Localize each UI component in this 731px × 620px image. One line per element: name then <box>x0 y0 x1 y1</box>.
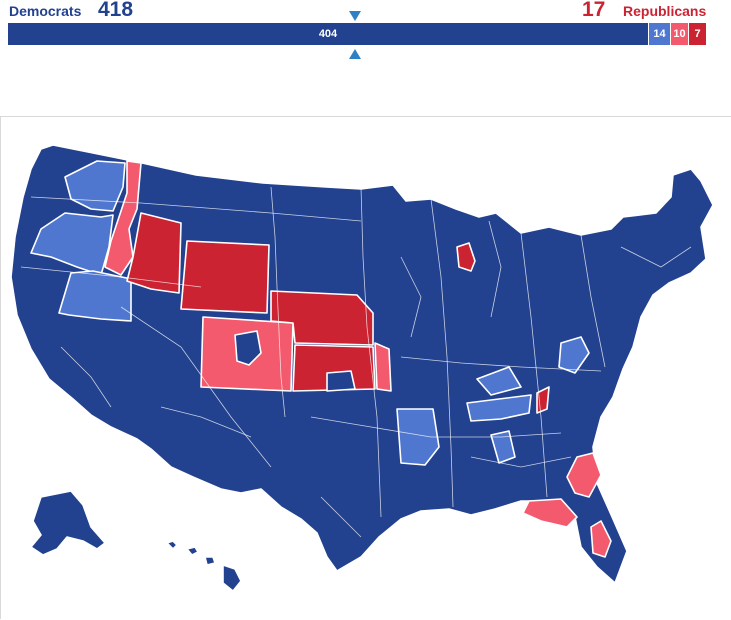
bar-segment-lean-rep[interactable]: 10 <box>670 23 688 45</box>
district-boundaries <box>20 186 692 538</box>
republicans-seat-count: 17 <box>582 0 606 21</box>
tennessee-region[interactable] <box>466 394 532 422</box>
seat-balance-bar: 404 14 10 7 <box>8 23 706 45</box>
florida-central-region[interactable] <box>590 520 612 558</box>
majority-marker-bottom-icon <box>349 49 361 59</box>
nebraska-region[interactable] <box>270 290 374 346</box>
republicans-label: Republicans <box>623 3 707 19</box>
idaho-west-region[interactable] <box>104 160 142 276</box>
bar-segment-lean-dem[interactable]: 14 <box>648 23 670 45</box>
district-map-panel <box>0 116 731 619</box>
wyoming-region[interactable] <box>180 240 270 314</box>
arkansas-region[interactable] <box>396 408 440 466</box>
hawaii-island-2[interactable] <box>186 546 199 556</box>
kentucky-region[interactable] <box>476 366 522 396</box>
kansas-wichita-district[interactable] <box>326 370 356 392</box>
kansas-east-strip[interactable] <box>374 342 392 392</box>
hawaii-island-4[interactable] <box>222 564 242 592</box>
idaho-montana-region[interactable] <box>126 212 182 294</box>
hawaii-island-1[interactable] <box>166 540 178 550</box>
florida-panhandle-region[interactable] <box>522 498 578 528</box>
alabama-region[interactable] <box>490 430 516 464</box>
seat-count-header: Democrats 418 17 Republicans 404 14 10 7 <box>0 0 731 70</box>
washington-region[interactable] <box>64 160 126 212</box>
democrats-seat-count: 418 <box>98 0 134 21</box>
georgia-coast-region[interactable] <box>566 452 602 498</box>
bar-segment-safe-rep[interactable]: 7 <box>688 23 706 45</box>
west-virginia-region[interactable] <box>558 336 590 374</box>
utah-region[interactable] <box>58 270 132 322</box>
hawaii-island-3[interactable] <box>204 556 216 566</box>
democrats-label: Democrats <box>9 3 82 19</box>
bar-segment-safe-dem[interactable]: 404 <box>8 23 648 45</box>
colorado-denver-district[interactable] <box>234 330 262 366</box>
michigan-up-region[interactable] <box>456 242 476 272</box>
us-district-map <box>10 144 714 592</box>
kansas-region[interactable] <box>292 344 376 392</box>
oregon-region[interactable] <box>30 212 114 276</box>
majority-marker-top-icon <box>349 11 361 21</box>
alaska-shape[interactable] <box>30 490 106 556</box>
